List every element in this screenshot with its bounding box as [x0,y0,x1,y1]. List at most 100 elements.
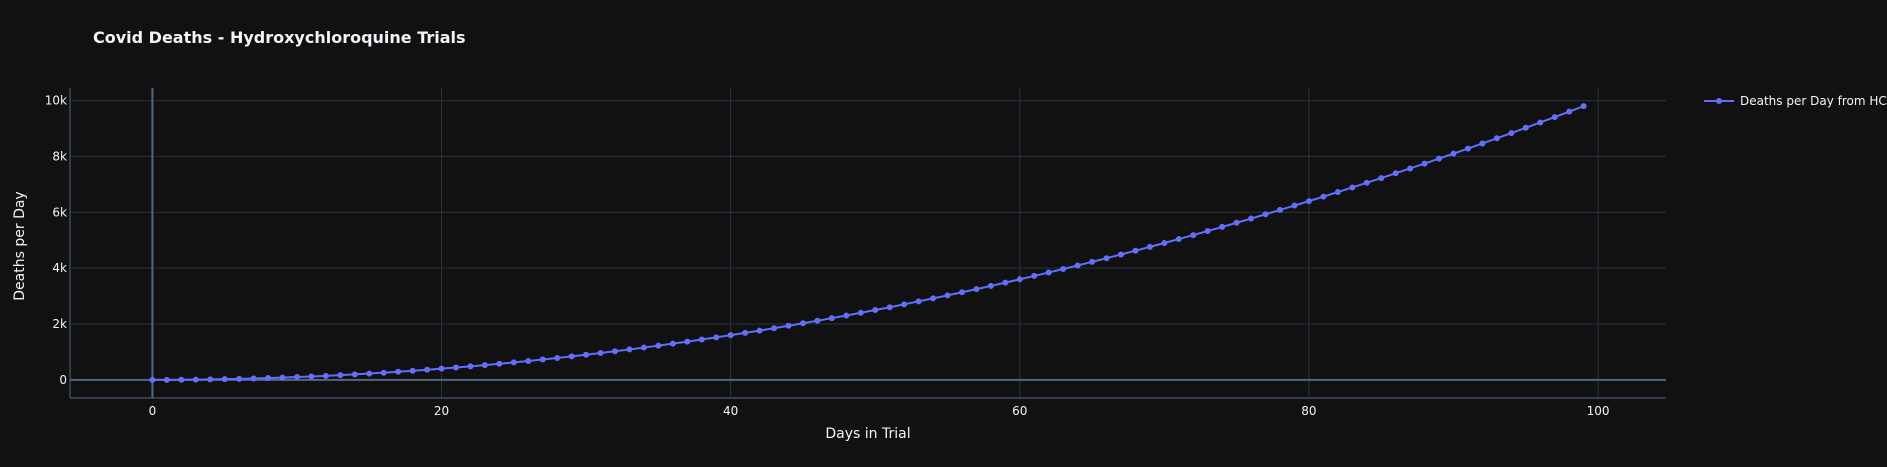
x-tick-label: 100 [1587,404,1610,418]
data-point [1161,240,1168,246]
data-point [525,357,532,364]
data-point [1204,228,1211,235]
data-point [1551,114,1558,121]
data-point [1305,198,1312,205]
series-line [152,105,1584,381]
data-point [1522,124,1529,131]
data-point [438,365,445,372]
grid [70,88,1666,398]
x-tick-label: 0 [149,404,157,418]
data-point [944,292,951,299]
data-point [958,289,965,296]
data-point [380,369,387,376]
x-tick-label: 60 [1012,404,1027,418]
data-point [684,338,691,345]
axes [69,88,1666,399]
data-point [539,356,546,363]
data-point [1392,170,1399,177]
data-point [496,360,503,367]
data-point [1262,211,1269,218]
data-point [1450,150,1457,157]
tick-labels: 0 20 40 60 80 100 0 2k 4k 6k 8k 10k [45,94,1610,418]
data-point [727,332,734,339]
data-point [1219,223,1226,230]
data-point [655,342,662,349]
data-point [1493,135,1500,142]
data-point [424,366,431,373]
data-point [843,312,850,319]
data-point [612,348,619,355]
data-point [452,364,459,371]
data-point [669,340,676,347]
data-point [901,301,908,308]
data-point [987,282,994,289]
data-point [742,329,749,336]
data-point [207,376,214,383]
data-point [814,317,821,324]
legend-item[interactable]: Deaths per Day from HCQ [1704,94,1887,108]
data-point [265,375,272,382]
data-point [351,371,358,378]
data-point [1436,155,1443,162]
y-tick-label: 4k [52,261,67,275]
data-point [1537,119,1544,126]
data-point [1248,215,1255,222]
y-tick-label: 8k [52,149,67,163]
data-point [698,336,705,343]
data-point [1074,262,1081,269]
data-point [337,372,344,379]
data-point [1031,272,1038,279]
data-point [1146,243,1153,250]
legend[interactable]: Deaths per Day from HCQ [1704,94,1887,108]
chart-title: Covid Deaths - Hydroxychloroquine Trials [93,28,466,47]
y-tick-label: 0 [59,373,67,387]
data-point [554,354,561,361]
data-point [395,368,402,375]
data-point [1479,140,1486,147]
data-point [163,376,170,383]
data-point [1060,266,1067,273]
data-point [1378,175,1385,182]
data-point [149,376,156,383]
data-point [1016,276,1023,283]
data-point [1277,206,1284,213]
data-point [1089,258,1096,265]
data-point [481,362,488,369]
data-point [409,367,416,374]
legend-marker-swatch [1716,98,1722,104]
series-layer [149,103,1587,383]
x-tick-label: 80 [1301,404,1316,418]
data-point [799,320,806,327]
x-axis-title: Days in Trial [825,426,910,442]
data-point [1103,255,1110,262]
legend-label: Deaths per Day from HCQ [1740,94,1887,108]
data-point [1045,269,1052,276]
data-point [1190,232,1197,239]
data-point [597,350,604,357]
data-point [1566,108,1573,115]
data-point [930,295,937,302]
data-point [1002,279,1009,286]
data-point [771,325,778,332]
x-tick-label: 40 [723,404,738,418]
data-point [1464,145,1471,152]
data-point [279,374,286,381]
data-point [886,304,893,311]
data-point [308,373,315,380]
data-point [915,298,922,305]
data-point [1233,219,1240,226]
data-point [322,372,329,379]
data-point [872,307,879,314]
data-point [626,346,633,353]
data-point [236,375,243,382]
data-point [1407,165,1414,172]
data-point [1132,247,1139,254]
data-point [828,315,835,322]
data-point [1291,202,1298,209]
y-axis-title: Deaths per Day [12,191,28,300]
data-point [1508,130,1515,137]
data-point [756,327,763,334]
data-point [192,376,199,383]
